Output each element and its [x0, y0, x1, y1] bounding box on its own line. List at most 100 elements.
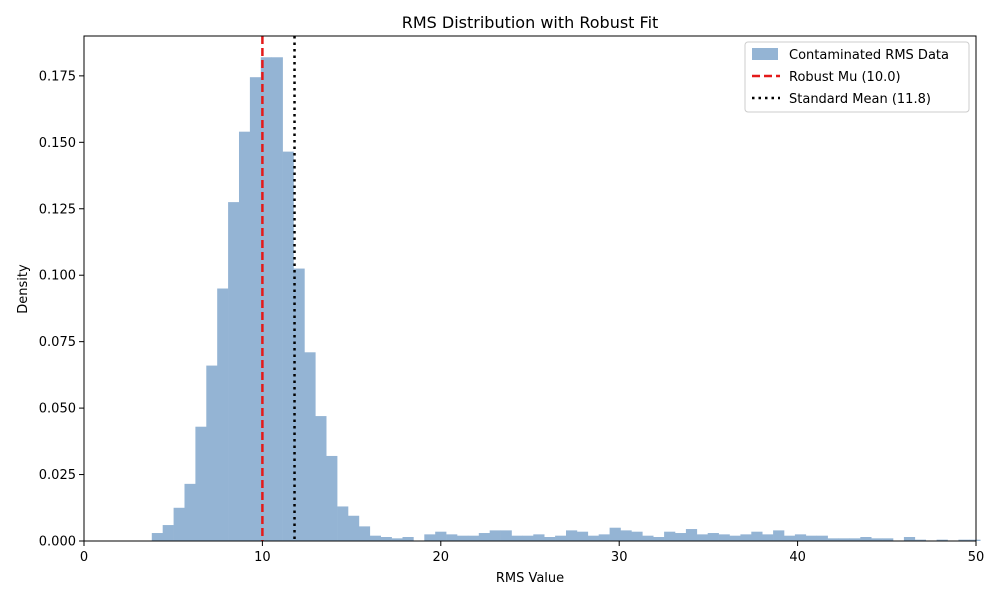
x-tick-label: 10	[254, 550, 271, 565]
plot-frame	[83, 35, 977, 542]
histogram-bar	[620, 530, 632, 541]
histogram-bar	[271, 57, 283, 542]
x-tick-label: 40	[789, 550, 806, 565]
histogram-bar	[794, 534, 807, 541]
y-tick-label: 0.075	[39, 335, 76, 350]
histogram-bar	[598, 534, 610, 541]
histogram-bar	[347, 515, 360, 541]
y-tick-label: 0.050	[39, 402, 76, 417]
histogram-bar	[958, 539, 970, 541]
histogram-bar	[467, 535, 480, 541]
histogram-bar	[456, 535, 469, 541]
histogram-bar	[882, 538, 894, 541]
y-tick-label: 0.025	[39, 468, 76, 483]
legend-box	[744, 41, 970, 113]
histogram-bar	[838, 538, 850, 541]
x-tick-label: 20	[433, 550, 450, 565]
histogram-bar	[642, 535, 654, 541]
histogram-bar	[522, 535, 534, 541]
histogram-bar	[249, 77, 262, 542]
legend-label-histogram: Contaminated RMS Data	[789, 48, 949, 63]
legend-label-robust-mu: Robust Mu (10.0)	[789, 70, 901, 85]
histogram-bar	[162, 525, 174, 541]
legend-label-standard-mean: Standard Mean (11.8)	[789, 92, 931, 107]
histogram-bar	[664, 531, 676, 541]
histogram-bar	[304, 352, 316, 541]
histogram-bar	[849, 538, 861, 541]
histogram-bar	[358, 526, 371, 541]
histogram-bar	[446, 534, 458, 541]
x-tick-label: 50	[968, 550, 985, 565]
histogram-bar	[151, 533, 163, 541]
y-tick-label: 0.125	[39, 202, 76, 217]
histogram-bar	[816, 535, 828, 541]
histogram-bars	[151, 57, 981, 542]
histogram-bar	[217, 288, 229, 541]
histogram-bar	[326, 455, 338, 541]
histogram-bar	[206, 365, 218, 541]
histogram-bar	[566, 530, 578, 541]
histogram-bar	[914, 539, 927, 541]
histogram-bar	[380, 537, 392, 541]
histogram-bar	[576, 531, 589, 541]
histogram-bar	[555, 535, 567, 541]
histogram-bar	[238, 131, 251, 541]
histogram-bar	[337, 506, 349, 541]
histogram-bar	[435, 531, 447, 541]
histogram-bar	[685, 529, 698, 541]
histogram-bar	[773, 530, 785, 541]
x-tick-label: 30	[611, 550, 628, 565]
histogram-bar	[500, 530, 512, 541]
histogram-bar	[729, 535, 741, 541]
histogram-bar	[631, 531, 643, 541]
y-tick-label: 0.175	[39, 69, 76, 84]
histogram-bar	[489, 530, 501, 541]
x-axis-ticks: 0 10 20 30 40 50	[80, 541, 984, 565]
histogram-bar	[173, 507, 185, 541]
legend: Contaminated RMS Data Robust Mu (10.0) S…	[744, 41, 970, 113]
histogram-bar	[675, 533, 687, 541]
histogram-bar	[653, 537, 665, 541]
histogram-bar	[707, 533, 719, 541]
histogram-bar	[609, 527, 621, 541]
y-axis-ticks: 0.000 0.025 0.050 0.075 0.100 0.125 0.150 0.175	[39, 69, 84, 550]
histogram-bar	[533, 534, 545, 541]
y-tick-label: 0.000	[39, 535, 76, 550]
histogram-bar	[402, 537, 414, 541]
y-tick-label: 0.100	[39, 269, 76, 284]
histogram-bar	[696, 534, 709, 541]
x-tick-label: 0	[80, 550, 88, 565]
histogram-bar	[260, 57, 272, 542]
legend-swatch-histogram	[752, 48, 778, 60]
histogram-bar	[228, 202, 240, 542]
histogram-bar	[544, 537, 556, 541]
y-axis-label: Density	[16, 264, 31, 314]
histogram-bar	[784, 535, 796, 541]
histogram-bar	[315, 416, 327, 541]
histogram-bar	[195, 426, 207, 541]
reference-lines	[261, 36, 296, 541]
histogram-bar	[587, 535, 600, 541]
histogram-bar	[936, 539, 948, 541]
histogram-bar	[293, 268, 305, 541]
histogram-bar	[969, 539, 981, 541]
x-axis-label: RMS Value	[496, 571, 564, 586]
histogram-bar	[282, 151, 294, 542]
histogram-bar	[762, 534, 774, 541]
chart-title: RMS Distribution with Robust Fit	[402, 13, 659, 32]
histogram-bar	[184, 483, 196, 541]
histogram-bar	[871, 538, 883, 541]
histogram-bar	[751, 531, 763, 541]
histogram-bar	[369, 535, 381, 541]
histogram-bar	[511, 535, 523, 541]
histogram-bar	[391, 538, 403, 541]
histogram-bar	[860, 537, 872, 541]
histogram-bar	[740, 534, 752, 541]
histogram-bar	[424, 534, 436, 541]
y-tick-label: 0.150	[39, 136, 76, 151]
histogram-bar	[718, 534, 730, 541]
histogram-bar	[805, 535, 818, 541]
histogram-bar	[903, 537, 916, 541]
histogram-bar	[827, 538, 839, 541]
